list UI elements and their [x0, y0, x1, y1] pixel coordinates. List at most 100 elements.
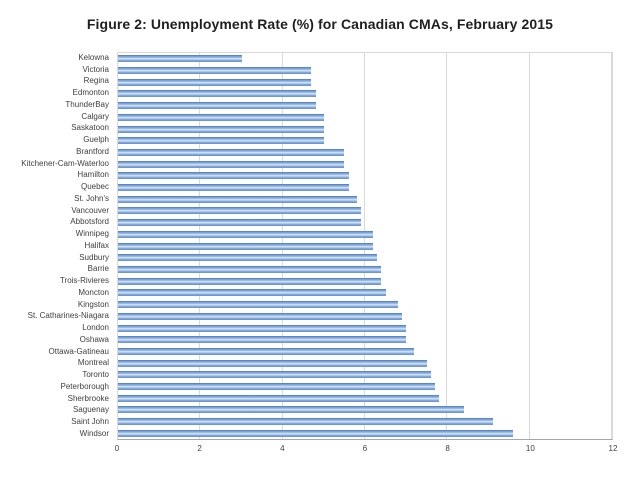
category-label: Kingston — [77, 299, 109, 309]
bar — [118, 289, 386, 297]
bar-row — [118, 158, 612, 170]
category-label: Vancouver — [71, 205, 109, 215]
bar-row — [118, 357, 612, 369]
bar-row — [118, 392, 612, 404]
x-axis-tick-label: 8 — [445, 444, 450, 453]
category-label: Ottawa-Gatineau — [48, 346, 109, 356]
bar — [118, 266, 382, 273]
category-label: Sudbury — [79, 252, 109, 262]
bar — [118, 254, 378, 262]
bar-row — [118, 112, 612, 124]
bar-row — [118, 100, 612, 112]
bar — [118, 277, 382, 285]
bar — [118, 78, 312, 86]
bar-row — [118, 322, 612, 334]
category-label: Toronto — [82, 370, 109, 380]
bar — [118, 113, 324, 121]
y-axis-labels: Kelowna Victoria Regina Edmonton ThunderBay C… — [0, 52, 113, 440]
bar — [118, 55, 242, 63]
bar-row — [118, 240, 612, 252]
gridline — [446, 53, 448, 439]
bar — [118, 67, 312, 75]
category-label: Hamilton — [77, 170, 109, 180]
category-label: Montreal — [77, 358, 109, 368]
x-axis-tick-label: 0 — [114, 444, 120, 453]
x-axis-tick-label: 6 — [362, 444, 368, 453]
chart-title: Figure 2: Unemployment Rate (%) for Cana… — [86, 16, 554, 32]
bar — [118, 102, 316, 110]
bar — [118, 429, 514, 437]
category-label: Halifax — [84, 240, 109, 250]
gridline — [528, 53, 530, 439]
bar-row — [118, 299, 612, 311]
bar-row — [118, 381, 612, 393]
category-label: Brantford — [76, 146, 109, 156]
x-axis-tick-label: 2 — [197, 444, 202, 453]
bar-row — [118, 88, 612, 100]
bar-row — [118, 170, 612, 182]
bar — [118, 195, 357, 203]
bar — [118, 219, 361, 227]
bar — [118, 312, 403, 320]
bar — [118, 359, 427, 367]
category-label: Sherbrooke — [67, 393, 109, 403]
bar-row — [118, 229, 612, 241]
category-label: Saint John — [71, 417, 109, 427]
category-label: Barrie — [87, 264, 109, 274]
bar — [118, 230, 374, 238]
bar-row — [118, 264, 612, 276]
bar-row — [118, 346, 612, 358]
category-label: Oshawa — [79, 334, 109, 344]
category-label: Calgary — [81, 111, 109, 121]
category-label: Abbotsford — [70, 217, 109, 227]
bar — [118, 383, 435, 391]
category-label: Kelowna — [78, 52, 109, 62]
bar-row — [118, 193, 612, 205]
category-label: Regina — [83, 76, 109, 86]
x-axis-tick-label: 10 — [525, 444, 535, 453]
bar — [118, 418, 493, 426]
category-label: Winnipeg — [75, 229, 109, 239]
category-label: Guelph — [83, 135, 109, 145]
bar-row — [118, 428, 612, 440]
bar-row — [118, 147, 612, 159]
category-label: Victoria — [82, 64, 109, 74]
category-label: Trois-Rivieres — [59, 276, 109, 286]
category-label: Peterborough — [60, 381, 109, 391]
bar — [118, 371, 431, 379]
bar — [118, 125, 324, 133]
bar — [118, 184, 349, 192]
bar-row — [118, 310, 612, 322]
category-label: Saskatoon — [71, 123, 109, 133]
gridline — [611, 53, 612, 439]
bar-row — [118, 334, 612, 346]
x-axis: 0 2 4 6 8 10 12 — [0, 445, 640, 459]
bar-row — [118, 416, 612, 428]
bar — [118, 336, 407, 344]
bar-row — [118, 123, 612, 135]
category-label: Moncton — [78, 287, 109, 297]
bar — [118, 137, 324, 145]
bar — [118, 324, 407, 332]
bar-row — [118, 205, 612, 217]
bar-row — [118, 252, 612, 264]
bar-row — [118, 369, 612, 381]
bar — [118, 406, 464, 414]
category-label: St. John's — [74, 193, 109, 203]
category-label: Edmonton — [72, 88, 109, 98]
bar — [118, 172, 349, 180]
plot-area — [117, 52, 613, 440]
bar — [118, 148, 345, 156]
category-label: ThunderBay — [65, 99, 109, 109]
bar — [118, 242, 374, 250]
bar-row — [118, 275, 612, 287]
category-label: St. Catharines-Niagara — [27, 311, 109, 321]
category-label: Windsor — [79, 428, 109, 438]
x-axis-tick-label: 12 — [608, 444, 618, 453]
bar — [118, 160, 345, 168]
category-label: Quebec — [80, 182, 109, 192]
bar-row — [118, 76, 612, 88]
bar-row — [118, 182, 612, 194]
x-axis-tick-label: 4 — [280, 444, 285, 453]
